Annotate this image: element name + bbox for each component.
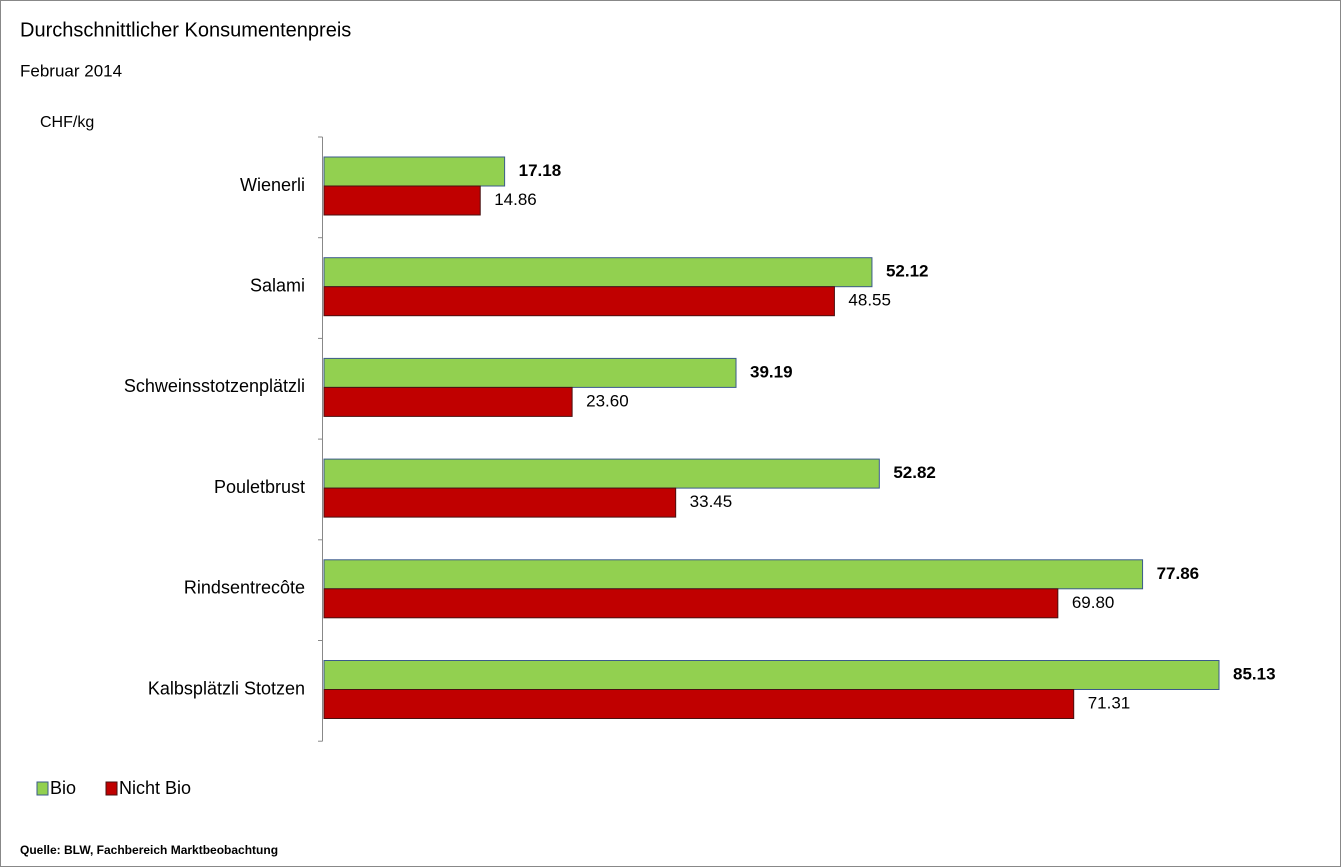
value-label: 39.19 — [750, 362, 793, 381]
category-label: Rindsentrecôte — [184, 578, 305, 598]
legend-swatch — [105, 781, 118, 796]
value-label: 85.13 — [1233, 664, 1276, 683]
category-label: Salami — [250, 275, 305, 295]
value-label: 14.86 — [494, 190, 537, 209]
bar — [323, 487, 677, 518]
source-note: Quelle: BLW, Fachbereich Marktbeobachtun… — [20, 843, 278, 857]
bar — [323, 458, 880, 489]
bar — [323, 660, 1220, 690]
bar — [323, 357, 737, 388]
bar — [323, 559, 1144, 590]
value-label: 71.31 — [1088, 693, 1131, 712]
legend-label: Nicht Bio — [119, 778, 191, 798]
value-label: 17.18 — [519, 161, 562, 180]
legend-label: Bio — [50, 778, 76, 798]
bar — [323, 286, 835, 317]
category-label: Wienerli — [240, 175, 305, 195]
chart-subtitle: Februar 2014 — [20, 61, 122, 80]
category-label: Schweinsstotzenplätzli — [124, 376, 305, 396]
value-label: 52.12 — [886, 262, 929, 281]
chart-title: Durchschnittlicher Konsumentenpreis — [20, 19, 351, 41]
category-label: Pouletbrust — [214, 477, 305, 497]
value-label: 33.45 — [690, 492, 733, 511]
legend-swatch — [36, 781, 49, 796]
bar — [323, 257, 873, 288]
value-label: 48.55 — [848, 291, 891, 310]
value-label: 69.80 — [1072, 593, 1115, 612]
bar — [323, 386, 573, 417]
bar — [323, 156, 506, 187]
bar — [323, 185, 481, 216]
value-label: 23.60 — [586, 391, 629, 410]
unit-label: CHF/kg — [40, 114, 94, 131]
bar — [323, 588, 1059, 619]
value-label: 77.86 — [1157, 564, 1200, 583]
value-label: 52.82 — [893, 463, 936, 482]
category-label: Kalbsplätzli Stotzen — [148, 678, 305, 698]
bar — [323, 689, 1075, 719]
